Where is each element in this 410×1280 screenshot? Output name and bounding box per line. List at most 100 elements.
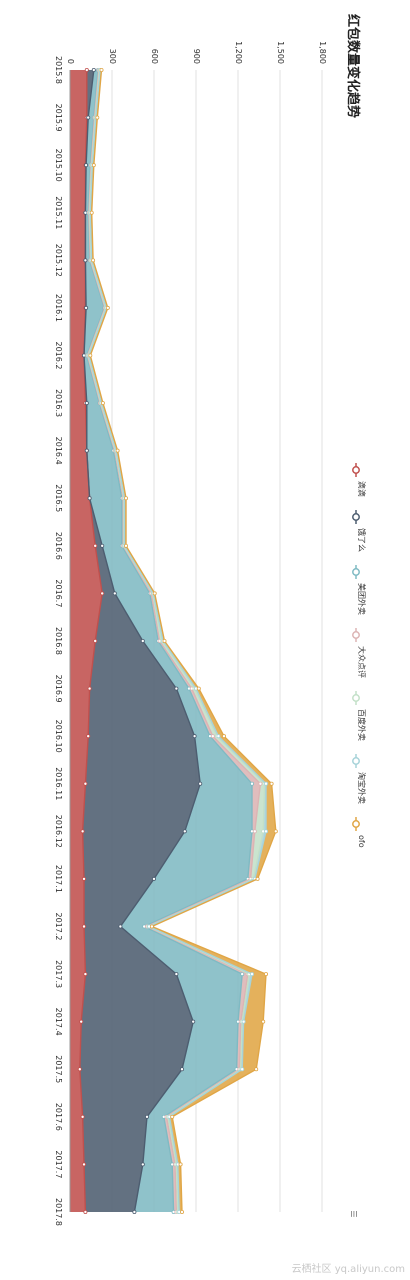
data-point bbox=[88, 353, 93, 358]
data-point bbox=[105, 305, 110, 310]
category-tick-label: 2015.8 bbox=[54, 56, 63, 84]
category-axis: 2015.82015.92015.102015.112015.122016.12… bbox=[54, 56, 63, 1226]
legend-marker bbox=[352, 757, 360, 765]
data-point bbox=[84, 305, 89, 310]
data-point bbox=[89, 210, 94, 215]
data-point bbox=[149, 924, 154, 929]
data-point bbox=[221, 734, 226, 739]
data-point bbox=[140, 639, 145, 644]
data-point bbox=[240, 972, 245, 977]
category-tick-label: 2016.12 bbox=[54, 815, 63, 848]
data-point bbox=[91, 258, 96, 263]
category-tick-label: 2016.9 bbox=[54, 675, 63, 703]
plot-area bbox=[69, 68, 323, 1215]
category-tick-label: 2016.1 bbox=[54, 294, 63, 322]
category-tick-label: 2017.7 bbox=[54, 1150, 63, 1178]
legend-item[interactable]: 滴滴 bbox=[352, 463, 367, 497]
data-point bbox=[87, 686, 92, 691]
legend-item[interactable]: ofo bbox=[352, 817, 366, 848]
category-tick-label: 2016.7 bbox=[54, 579, 63, 607]
data-point bbox=[210, 734, 215, 739]
data-point bbox=[84, 448, 89, 453]
data-point bbox=[82, 1162, 87, 1167]
legend-marker bbox=[352, 694, 360, 702]
data-point bbox=[84, 163, 89, 168]
data-point bbox=[162, 639, 167, 644]
category-tick-label: 2016.8 bbox=[54, 627, 63, 655]
legend-marker bbox=[352, 568, 360, 576]
value-tick-label: 1,200 bbox=[234, 41, 243, 64]
category-tick-label: 2016.3 bbox=[54, 389, 63, 417]
category-tick-label: 2017.6 bbox=[54, 1103, 63, 1131]
data-point bbox=[124, 543, 129, 548]
category-tick-label: 2015.9 bbox=[54, 104, 63, 132]
value-tick-label: 600 bbox=[150, 49, 159, 64]
value-tick-label: 1,500 bbox=[276, 41, 285, 64]
data-point bbox=[263, 972, 268, 977]
chart-title: 红包数量变化趋势 bbox=[345, 14, 361, 118]
data-point bbox=[82, 924, 87, 929]
data-point bbox=[179, 1067, 184, 1072]
legend-item[interactable]: 大众点评 bbox=[352, 628, 367, 678]
data-point bbox=[261, 1019, 266, 1024]
legend-item[interactable]: 淘宝外卖 bbox=[352, 754, 367, 804]
data-point bbox=[258, 781, 263, 786]
data-point bbox=[112, 591, 117, 596]
data-point bbox=[86, 115, 91, 120]
data-point bbox=[83, 258, 88, 263]
data-point bbox=[118, 924, 123, 929]
legend-item[interactable]: 百度外卖 bbox=[352, 691, 367, 741]
legend-marker bbox=[352, 466, 360, 474]
value-axis: 0 300 600 900 1,200 1,500 1,800 bbox=[66, 41, 327, 1212]
category-tick-label: 2016.5 bbox=[54, 484, 63, 512]
legend-item[interactable]: 美团外卖 bbox=[352, 565, 367, 615]
data-point bbox=[273, 829, 278, 834]
series-area bbox=[79, 70, 201, 1212]
category-tick-label: 2017.4 bbox=[54, 1008, 63, 1036]
data-point bbox=[91, 163, 96, 168]
data-point bbox=[100, 591, 105, 596]
data-point bbox=[84, 401, 89, 406]
category-tick-label: 2016.10 bbox=[54, 720, 63, 753]
data-point bbox=[241, 1019, 246, 1024]
data-point bbox=[140, 1162, 145, 1167]
category-tick-label: 2016.11 bbox=[54, 767, 63, 800]
data-point bbox=[252, 829, 257, 834]
category-tick-label: 2017.1 bbox=[54, 865, 63, 893]
legend-marker bbox=[352, 631, 360, 639]
category-tick-label: 2015.12 bbox=[54, 244, 63, 277]
legend-label: 大众点评 bbox=[357, 646, 367, 678]
data-point bbox=[179, 1210, 184, 1215]
data-point bbox=[178, 1162, 183, 1167]
data-point bbox=[191, 1019, 196, 1024]
category-tick-label: 2016.4 bbox=[54, 437, 63, 465]
category-tick-label: 2017.2 bbox=[54, 913, 63, 941]
legend-item[interactable]: 饿了么 bbox=[352, 510, 367, 552]
data-point bbox=[91, 68, 96, 73]
legend-marker bbox=[352, 820, 360, 828]
data-point bbox=[83, 781, 88, 786]
data-point bbox=[240, 1067, 245, 1072]
data-point bbox=[170, 1114, 175, 1119]
data-point bbox=[86, 734, 91, 739]
data-point bbox=[144, 1114, 149, 1119]
data-point bbox=[174, 972, 179, 977]
category-tick-label: 2016.2 bbox=[54, 342, 63, 370]
data-point bbox=[80, 829, 85, 834]
series-area bbox=[70, 70, 103, 1212]
menu-icon[interactable]: ☰ bbox=[349, 1210, 358, 1217]
series-area bbox=[84, 70, 252, 1212]
data-point bbox=[83, 972, 88, 977]
legend-label: ofo bbox=[357, 835, 366, 848]
data-point bbox=[79, 1019, 84, 1024]
value-tick-label: 0 bbox=[66, 59, 75, 64]
legend-label: 饿了么 bbox=[357, 528, 367, 552]
data-point bbox=[82, 876, 87, 881]
data-point bbox=[115, 448, 120, 453]
data-point bbox=[84, 68, 89, 73]
legend-label: 百度外卖 bbox=[357, 709, 367, 741]
data-point bbox=[77, 1067, 82, 1072]
data-point bbox=[263, 781, 268, 786]
